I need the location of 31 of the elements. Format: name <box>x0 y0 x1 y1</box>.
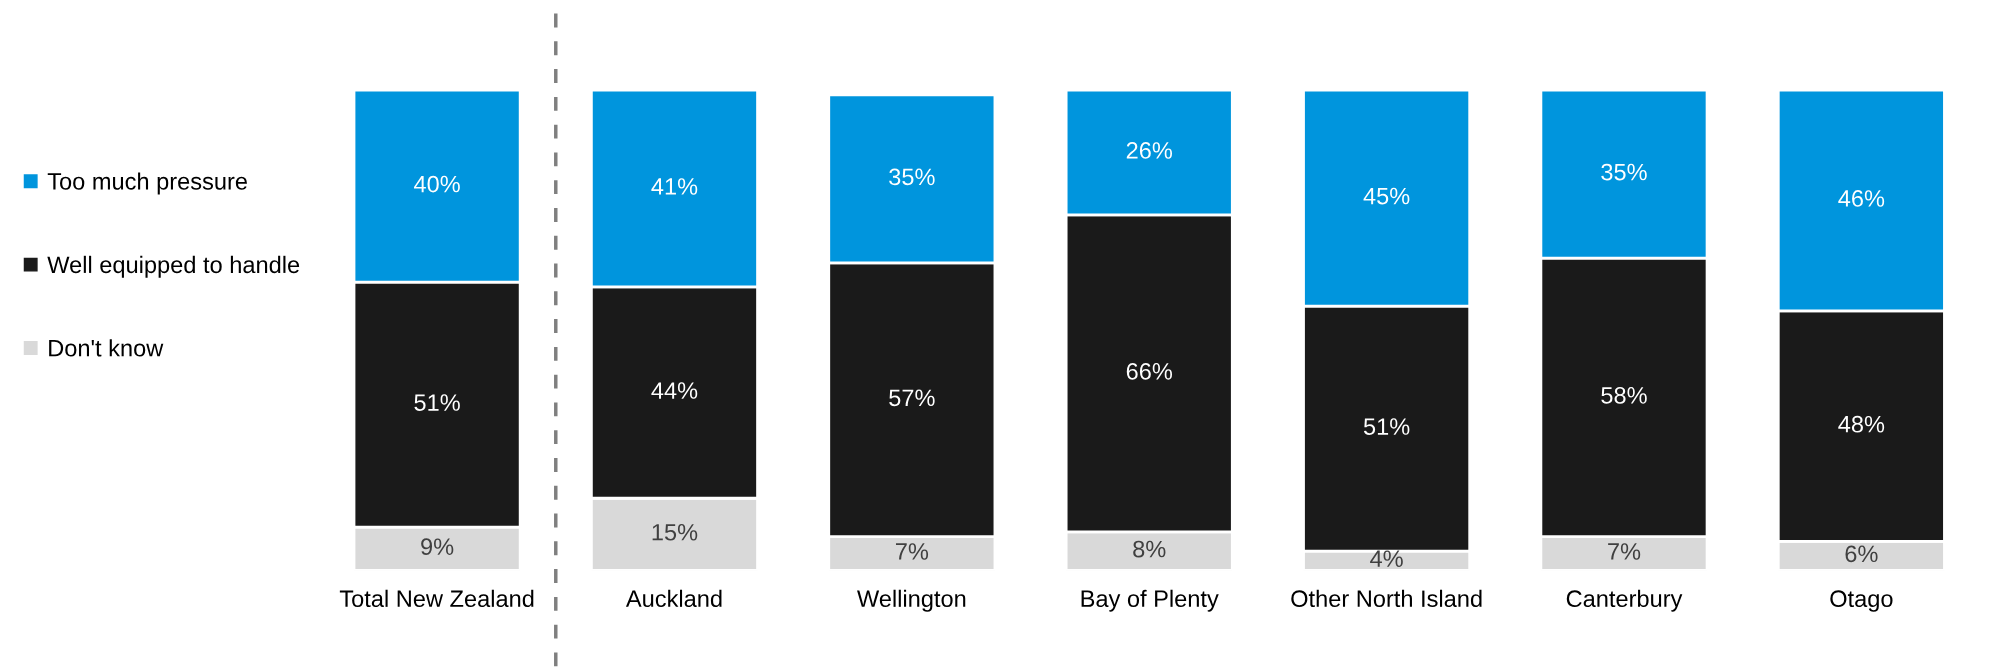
data-label: 51% <box>1363 418 1410 435</box>
x-tick-label: Otago <box>1830 590 1893 612</box>
data-label: 66% <box>1126 363 1173 380</box>
data-label: 51% <box>414 394 460 411</box>
data-label: 35% <box>889 168 935 186</box>
data-label: 15% <box>652 523 698 541</box>
data-label: 48% <box>1838 415 1885 433</box>
data-label: 40% <box>414 175 460 193</box>
data-label: 7% <box>895 543 929 560</box>
data-label: 4% <box>1370 550 1403 567</box>
legend-label: Too much pressure <box>47 172 247 195</box>
x-tick-label: Other North Island <box>1291 589 1482 608</box>
legend-label: Don't know <box>49 339 164 357</box>
data-label: 35% <box>1601 163 1647 181</box>
data-label: 7% <box>1608 543 1641 560</box>
x-tick-label: Bay of Plenty <box>1081 589 1219 612</box>
data-label: 9% <box>421 538 454 556</box>
data-label: 45% <box>1363 187 1410 205</box>
data-label: 6% <box>1845 545 1878 563</box>
x-tick-label: Auckland <box>625 589 722 608</box>
data-label: 58% <box>1601 387 1647 404</box>
x-tick-label: Total New Zealand <box>339 589 534 608</box>
x-tick-label: Canterbury <box>1566 589 1683 612</box>
data-label: 46% <box>1838 190 1885 207</box>
data-label: 44% <box>651 382 698 399</box>
data-label: 57% <box>889 389 935 407</box>
x-tick-label: Wellington <box>857 589 966 612</box>
data-label: 8% <box>1133 540 1166 558</box>
data-label: 41% <box>651 178 698 195</box>
text: Well equipped to handle <box>47 255 300 278</box>
data-label: 26% <box>1126 142 1173 159</box>
